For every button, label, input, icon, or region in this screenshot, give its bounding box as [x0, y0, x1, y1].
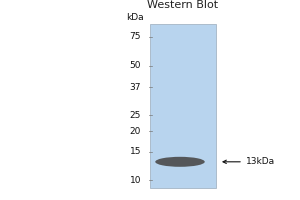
- Text: 50: 50: [130, 61, 141, 70]
- Text: 10: 10: [130, 176, 141, 185]
- Text: 15: 15: [130, 147, 141, 156]
- Text: 13kDa: 13kDa: [246, 157, 275, 166]
- Ellipse shape: [155, 157, 205, 167]
- Bar: [150, 24, 216, 188]
- Text: 25: 25: [130, 111, 141, 120]
- Text: kDa: kDa: [126, 14, 144, 22]
- Text: 37: 37: [130, 83, 141, 92]
- Text: Western Blot: Western Blot: [147, 0, 219, 10]
- Text: 20: 20: [130, 127, 141, 136]
- Text: 75: 75: [130, 32, 141, 41]
